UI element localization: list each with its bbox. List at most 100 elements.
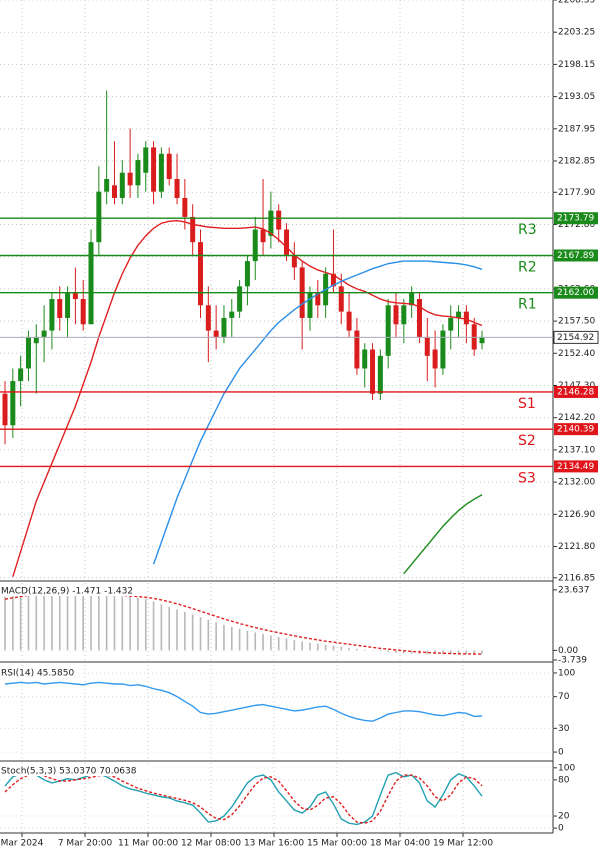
- candle-body: [57, 298, 63, 318]
- candle-body: [456, 311, 462, 318]
- candle-body: [127, 172, 133, 186]
- candle-body: [252, 229, 258, 262]
- macd-bar: [309, 642, 311, 651]
- macd-bar: [324, 644, 327, 651]
- candle-body: [33, 336, 39, 344]
- candle-body: [362, 349, 368, 369]
- macd-bar: [254, 632, 257, 651]
- candle-body: [213, 330, 219, 337]
- x-tick-label: Mar 2024: [1, 839, 44, 849]
- candle-body: [315, 292, 321, 306]
- y-tick-label: 2152.40: [558, 349, 595, 359]
- candle-body: [307, 292, 313, 318]
- last-price-label: 2154.92: [557, 333, 594, 343]
- candle-body: [25, 336, 31, 369]
- panel-title: RSI(14) 45.5850: [1, 669, 74, 679]
- candle-body: [80, 298, 86, 325]
- level-name: R2: [518, 259, 537, 275]
- macd-bar: [363, 649, 366, 651]
- macd-bar: [465, 650, 468, 655]
- macd-bar: [90, 592, 92, 651]
- level-name: S2: [518, 433, 536, 449]
- candle-body: [18, 368, 24, 382]
- candle-body: [151, 147, 157, 192]
- candle-body: [119, 172, 125, 198]
- candle-body: [284, 229, 290, 255]
- macd-bar: [277, 637, 280, 651]
- macd-bar: [403, 650, 405, 654]
- moving-average: [152, 260, 483, 565]
- macd-bar: [12, 595, 14, 651]
- candle-body: [354, 330, 360, 369]
- level-value-label: 2162.00: [557, 288, 594, 298]
- y-tick-label: 2182.85: [558, 157, 595, 167]
- candle-body: [2, 393, 8, 426]
- macd-bar: [191, 614, 194, 651]
- x-tick-label: 7 Mar 20:00: [58, 839, 113, 849]
- level-value-box: [554, 460, 598, 473]
- y-tick-label: 2177.90: [558, 188, 595, 198]
- macd-bar: [43, 592, 45, 651]
- y-tick-label: 23.637: [558, 585, 590, 595]
- candle-body: [166, 153, 172, 180]
- y-tick-label: 2137.10: [558, 445, 595, 455]
- indicator-line: [4, 681, 483, 722]
- candle-body: [41, 330, 47, 337]
- candle-body: [260, 229, 266, 243]
- macd-bar: [176, 609, 178, 651]
- macd-bar: [223, 624, 225, 651]
- level-value-box: [554, 249, 598, 262]
- candle-body: [424, 336, 430, 356]
- y-tick-label: 2132.00: [558, 478, 595, 488]
- level-value-box: [554, 423, 598, 436]
- macd-bar: [410, 650, 413, 654]
- macd-bar: [238, 628, 241, 651]
- level-name: S3: [518, 470, 536, 486]
- macd-bar: [58, 591, 61, 651]
- candle-body: [190, 216, 196, 243]
- candle-body: [330, 273, 336, 287]
- x-tick-label: 19 Mar 12:00: [433, 839, 493, 849]
- macd-bar: [387, 650, 389, 652]
- level-name: S1: [518, 396, 536, 412]
- panel-title: Stoch(5,3,3) 53.0370 70.0638: [1, 767, 137, 777]
- candle-body: [135, 160, 141, 186]
- macd-bar: [340, 646, 343, 651]
- macd-bar: [4, 596, 6, 651]
- candle-body: [479, 336, 485, 344]
- y-tick-label: 2172.80: [558, 220, 595, 230]
- y-tick-label: 2187.95: [558, 124, 595, 134]
- macd-bar: [230, 626, 233, 651]
- panel-title-bg: [0, 765, 152, 776]
- macd-bar: [19, 594, 22, 651]
- y-tick-label: 70: [558, 692, 570, 702]
- y-tick-label: 2198.15: [558, 60, 595, 70]
- macd-bar: [51, 591, 53, 651]
- candle-body: [448, 317, 454, 331]
- y-tick-label: 30: [558, 724, 570, 734]
- macd-bar: [270, 635, 272, 651]
- y-tick-label: 100: [558, 763, 575, 773]
- y-tick-label: 2126.90: [558, 510, 595, 520]
- level-value-label: 2167.89: [557, 251, 594, 261]
- candle-body: [338, 286, 344, 312]
- panel-title-bg: [0, 667, 81, 678]
- macd-bar: [246, 630, 249, 651]
- macd-bar: [356, 648, 358, 651]
- candle-body: [88, 242, 94, 325]
- macd-bar: [168, 606, 171, 651]
- macd-bar: [207, 619, 210, 651]
- macd-bar: [152, 601, 155, 651]
- macd-bar: [144, 599, 147, 651]
- panel-title-bg: [0, 585, 146, 596]
- candle-body: [276, 210, 282, 230]
- indicator-line: [4, 773, 483, 824]
- y-tick-label: 100: [558, 668, 575, 678]
- macd-bar: [121, 596, 124, 651]
- candle-body: [463, 311, 469, 325]
- moving-average: [403, 494, 483, 575]
- level-name: R3: [518, 222, 537, 238]
- candle-body: [111, 185, 117, 198]
